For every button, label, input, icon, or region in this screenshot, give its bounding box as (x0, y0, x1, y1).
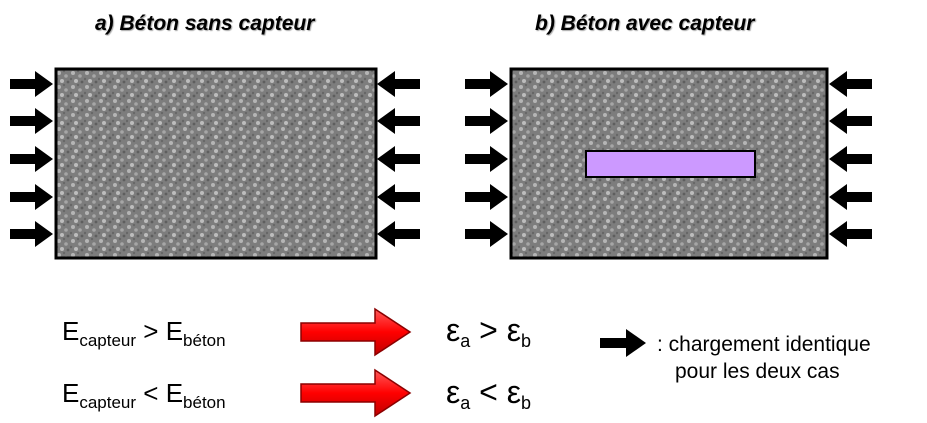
load-arrows-b-left (465, 71, 508, 247)
black-arrow-icon (465, 71, 508, 97)
legend-line-1: : chargement identique (657, 333, 871, 356)
legend-line-2: pour les deux cas (675, 360, 840, 383)
black-arrow-icon (10, 146, 53, 172)
black-arrow-icon (829, 221, 872, 247)
black-arrow-icon (10, 71, 53, 97)
load-arrows-a-left (10, 71, 53, 247)
black-arrow-icon (829, 184, 872, 210)
modulus-relation-2: Ecapteur < Ebéton (62, 378, 226, 412)
sensor (585, 150, 756, 178)
black-arrow-icon (465, 184, 508, 210)
legend: : chargement identique pour les deux cas (657, 331, 871, 385)
black-arrow-icon (377, 108, 420, 134)
load-arrows-a-right (377, 71, 420, 247)
black-arrow-icon (465, 108, 508, 134)
panel-b-title: b) Béton avec capteur (535, 12, 755, 35)
black-arrow-icon (829, 146, 872, 172)
black-arrow-icon (377, 71, 420, 97)
black-arrow-icon (10, 184, 53, 210)
red-arrow-icon (300, 307, 412, 357)
panel-a-title: a) Béton sans capteur (95, 12, 315, 35)
black-arrow-icon (377, 221, 420, 247)
concrete-block-a (54, 67, 378, 260)
load-arrows-b-right (829, 71, 872, 247)
strain-relation-1: εa > εb (446, 312, 532, 351)
black-arrow-icon (10, 108, 53, 134)
black-arrow-icon (465, 146, 508, 172)
black-arrow-icon (829, 108, 872, 134)
black-arrow-icon (465, 221, 508, 247)
black-arrow-icon (600, 329, 646, 357)
red-arrow-icon (300, 368, 412, 418)
modulus-relation-1: Ecapteur > Ebéton (62, 316, 226, 350)
black-arrow-icon (10, 221, 53, 247)
black-arrow-icon (377, 184, 420, 210)
black-arrow-icon (377, 146, 420, 172)
strain-relation-2: εa < εb (446, 374, 532, 413)
black-arrow-icon (829, 71, 872, 97)
